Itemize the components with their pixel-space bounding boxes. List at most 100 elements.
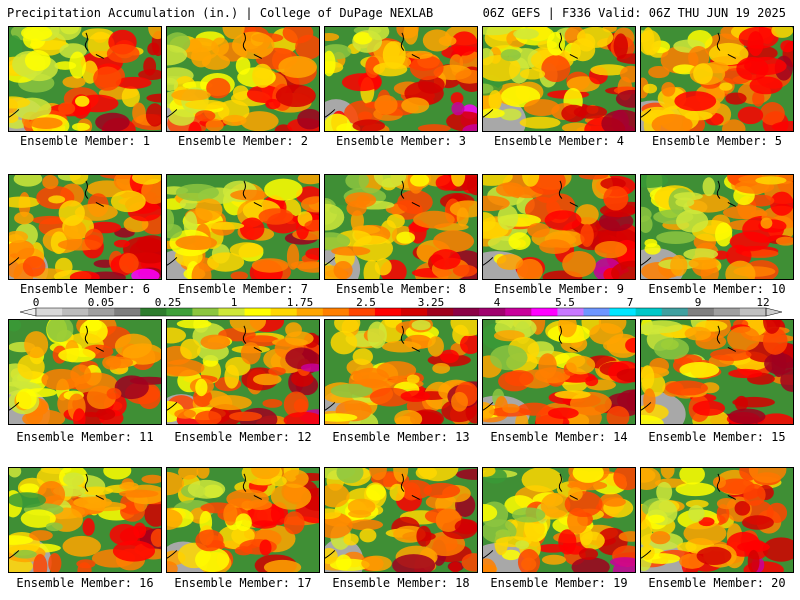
precip-field (325, 27, 477, 131)
coastline (9, 32, 104, 118)
panel-caption: Ensemble Member: 6 (19, 282, 151, 296)
map-panel-4 (482, 26, 636, 132)
colorbar-swatch (62, 308, 89, 316)
panel-caption: Ensemble Member: 13 (332, 430, 470, 444)
colorbar-tick-label: 0.25 (154, 296, 182, 309)
coastline (9, 325, 104, 411)
colorbar-swatch (88, 308, 115, 316)
panel-caption: Ensemble Member: 1 (19, 134, 151, 148)
map-panel-5 (640, 26, 794, 132)
run-info: 06Z GEFS | F336 Valid: 06Z THU JUN 19 20… (482, 6, 786, 20)
colorbar-swatch (218, 308, 246, 316)
coastline (325, 32, 420, 118)
colorbar-swatch (166, 308, 193, 316)
colorbar-max-arrow (765, 307, 783, 317)
panel-caption: Ensemble Member: 8 (335, 282, 467, 296)
panel-caption: Ensemble Member: 16 (16, 576, 154, 590)
colorbar-tick-label: 4 (493, 296, 501, 309)
precip-field (325, 468, 477, 572)
coastline (325, 180, 420, 266)
colorbar: 0 0.05 0.25 1 1.75 2.5 3.25 4 5.5 7 9 12 (0, 296, 800, 320)
map-panel-9 (482, 174, 636, 280)
panel-caption: Ensemble Member: 5 (651, 134, 783, 148)
map-panel-16 (8, 467, 162, 573)
precip-field (483, 320, 635, 424)
precip-field (325, 320, 477, 424)
colorbar-swatch (713, 308, 741, 316)
coastline (325, 473, 420, 559)
colorbar-tick-label: 1.75 (286, 296, 314, 309)
precip-field (167, 320, 319, 424)
colorbar-swatch (739, 308, 767, 316)
panel-caption: Ensemble Member: 19 (490, 576, 628, 590)
coastline (483, 473, 578, 559)
panel-caption: Ensemble Member: 3 (335, 134, 467, 148)
colorbar-swatch (374, 308, 402, 316)
panel-caption: Ensemble Member: 14 (490, 430, 628, 444)
colorbar-swatch (583, 308, 611, 316)
precip-field (167, 175, 319, 279)
precip-field (167, 468, 319, 572)
coastline (641, 473, 736, 559)
map-panel-15 (640, 319, 794, 425)
colorbar-tick-label: 2.5 (356, 296, 376, 309)
colorbar-swatch (348, 308, 376, 316)
map-title: Precipitation Accumulation (in.) | Colle… (7, 6, 434, 20)
coastline (483, 325, 578, 411)
colorbar-swatch (453, 308, 480, 316)
precip-field (641, 27, 793, 131)
map-panel-6 (8, 174, 162, 280)
colorbar-tick-label: 9 (694, 296, 702, 309)
panel-caption: Ensemble Member: 10 (648, 282, 786, 296)
panel-caption: Ensemble Member: 12 (174, 430, 312, 444)
precip-field (9, 27, 161, 131)
colorbar-tick-label: 0.05 (87, 296, 115, 309)
colorbar-tick-label: 5.5 (555, 296, 575, 309)
colorbar-swatch (661, 308, 689, 316)
colorbar-tick-label: 1 (230, 296, 238, 309)
colorbar-swatch (609, 308, 637, 316)
colorbar-swatch (427, 308, 454, 316)
coastline (167, 325, 262, 411)
map-panel-19 (482, 467, 636, 573)
precip-field (9, 175, 161, 279)
precip-field (641, 175, 793, 279)
coastline (9, 473, 104, 559)
map-panel-10 (640, 174, 794, 280)
panel-caption: Ensemble Member: 4 (493, 134, 625, 148)
map-panel-14 (482, 319, 636, 425)
coastline (483, 32, 578, 118)
precip-field (9, 320, 161, 424)
map-panel-12 (166, 319, 320, 425)
panel-caption: Ensemble Member: 9 (493, 282, 625, 296)
precip-field (483, 175, 635, 279)
map-panel-8 (324, 174, 478, 280)
precip-field (483, 468, 635, 572)
coastline (483, 180, 578, 266)
colorbar-swatch (296, 308, 324, 316)
coastline (9, 180, 104, 266)
map-panel-17 (166, 467, 320, 573)
map-panel-13 (324, 319, 478, 425)
precip-field (167, 27, 319, 131)
colorbar-swatch (505, 308, 532, 316)
colorbar-swatch (244, 308, 272, 316)
colorbar-swatch (114, 308, 141, 316)
panel-caption: Ensemble Member: 11 (16, 430, 154, 444)
coastline (325, 325, 420, 411)
colorbar-swatch (140, 308, 167, 316)
colorbar-tick-label: 7 (626, 296, 634, 309)
precip-field (9, 468, 161, 572)
precip-field (483, 27, 635, 131)
map-panel-11 (8, 319, 162, 425)
map-panel-3 (324, 26, 478, 132)
colorbar-swatch (322, 308, 350, 316)
colorbar-swatch (192, 308, 219, 316)
coastline (167, 32, 262, 118)
precip-field (641, 468, 793, 572)
colorbar-swatch (401, 308, 428, 316)
colorbar-swatch (531, 308, 558, 316)
panel-caption: Ensemble Member: 15 (648, 430, 786, 444)
colorbar-graphic (19, 307, 783, 317)
colorbar-swatch (36, 308, 63, 316)
